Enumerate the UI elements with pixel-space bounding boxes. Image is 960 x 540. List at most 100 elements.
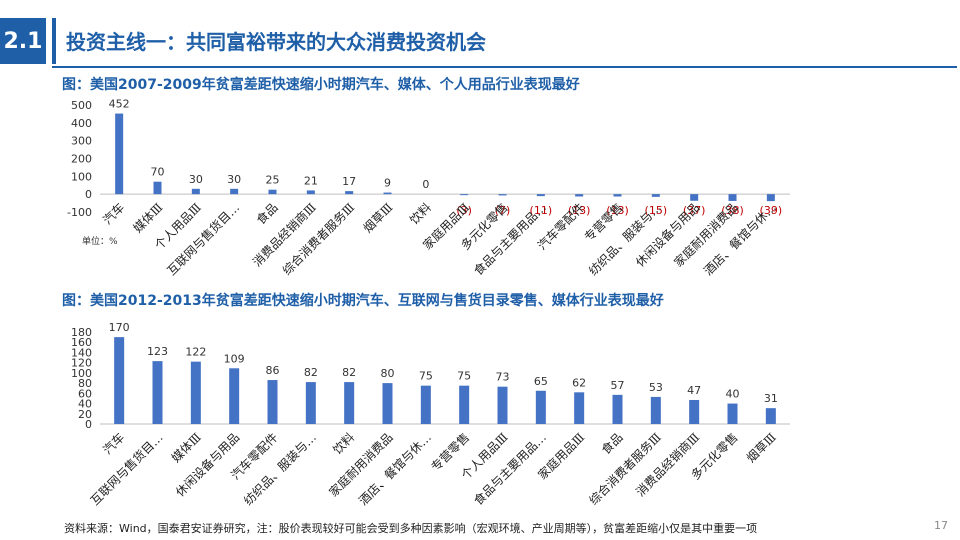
category-label: 烟草Ⅲ [744,430,779,465]
category-label: 饮料 [330,430,357,457]
chart-1-title: 图：美国2007-2009年贫富差距快速缩小时期汽车、媒体、个人用品行业表现最好 [62,77,580,93]
category-label: 汽车 [100,430,128,458]
data-label: (7) [495,204,511,217]
bar [459,385,470,424]
bar [460,194,469,196]
data-label: 62 [572,376,586,389]
source-footnote: 资料来源：Wind，国泰君安证券研究，注：股价表现较好可能会受到多种因素影响（宏… [64,522,758,535]
data-label: 170 [109,321,130,334]
data-label: 70 [151,166,165,179]
y-tick-label: 400 [71,117,92,130]
category-label: 纺织品、服装与… [241,430,319,508]
data-label: 109 [224,352,245,365]
y-tick-label: 160 [71,336,92,349]
data-label: 452 [109,98,130,111]
data-label: (38) [721,204,744,217]
data-label: 21 [304,174,318,187]
bar [612,394,623,424]
y-tick-label: 300 [71,135,92,148]
bar [536,194,545,197]
y-tick-label: 60 [78,387,92,400]
data-label: 82 [304,366,318,379]
title-accent-bar [52,18,56,64]
y-tick-label: 200 [71,153,92,166]
bar [728,194,737,201]
data-label: 17 [342,175,356,188]
category-label: 综合消费者服务Ⅲ [586,430,664,508]
category-label: 食品与主要用品… [470,430,548,508]
category-label: 家庭耐用消费品 [671,200,741,270]
bar [765,408,776,424]
bar [382,383,393,424]
data-label: 75 [419,370,433,383]
y-tick-label: 20 [78,408,92,421]
data-label: 9 [384,177,391,190]
bar [229,368,240,424]
bar [383,192,392,195]
category-label: 食品 [253,200,281,228]
category-label: 媒体Ⅲ [131,200,166,235]
category-label: 媒体Ⅲ [169,430,204,465]
category-label: 汽车 [100,200,128,228]
bar [650,396,661,424]
chart-2-title: 图：美国2012-2013年贫富差距快速缩小时期汽车、互联网与售货目录零售、媒体… [62,293,664,309]
page-number: 17 [934,519,948,532]
bar [574,392,585,424]
bar [535,390,546,424]
data-label: 25 [266,174,280,187]
data-label: 86 [266,364,280,377]
data-label: 31 [764,392,778,405]
data-label: 30 [189,173,203,186]
bar [190,361,201,424]
y-tick-label: 140 [71,346,92,359]
bar [498,194,507,196]
category-label: 家庭耐用消费品 [326,430,396,500]
bar [497,386,508,424]
bar [153,181,162,195]
slide-title: 投资主线一：共同富裕带来的大众消费投资机会 [66,30,486,54]
bar [613,194,622,197]
data-label: 122 [185,346,206,359]
bar [115,113,124,195]
category-label: 互联网与售货目… [87,430,165,508]
data-label: 75 [457,370,471,383]
data-label: (13) [606,204,629,217]
y-tick-label: 0 [85,418,92,431]
bar [230,188,239,195]
bar [306,190,315,195]
y-tick-label: 500 [71,99,92,112]
bar [268,189,277,195]
bar [114,337,125,424]
y-tick-label: 100 [71,367,92,380]
data-label: (11) [530,204,553,217]
category-label: 酒店、餐馆与休… [355,430,433,508]
data-label: (13) [568,204,591,217]
y-tick-label: -100 [67,206,92,219]
data-label: 40 [726,388,740,401]
title-divider [52,66,957,68]
data-label: 73 [496,371,510,384]
data-label: 0 [422,178,429,191]
category-label: 综合消费者服务Ⅲ [279,200,357,278]
data-label: (15) [645,204,668,217]
category-label: 烟草Ⅲ [361,200,396,235]
bar [575,194,584,197]
y-tick-label: 180 [71,326,92,339]
bar [191,188,200,195]
unit-note: 单位：% [82,235,118,247]
chart-2012-2013: 180160140120100806040200170汽车123互联网与售货目…… [71,321,790,508]
bar [344,382,355,424]
data-label: 65 [534,375,548,388]
bar [651,194,660,197]
bar [420,385,431,424]
section-number-badge: 2.1 [0,18,46,64]
bar [152,361,163,424]
chart-2007-2009: 5004003002001000-100452汽车70媒体Ⅲ30个人用品Ⅲ30互… [67,98,790,278]
y-tick-label: 40 [78,398,92,411]
bar [267,380,278,424]
bar [766,194,775,202]
data-label: 30 [227,173,241,186]
y-tick-label: 80 [78,377,92,390]
data-label: (37) [683,204,706,217]
data-label: 57 [611,379,625,392]
